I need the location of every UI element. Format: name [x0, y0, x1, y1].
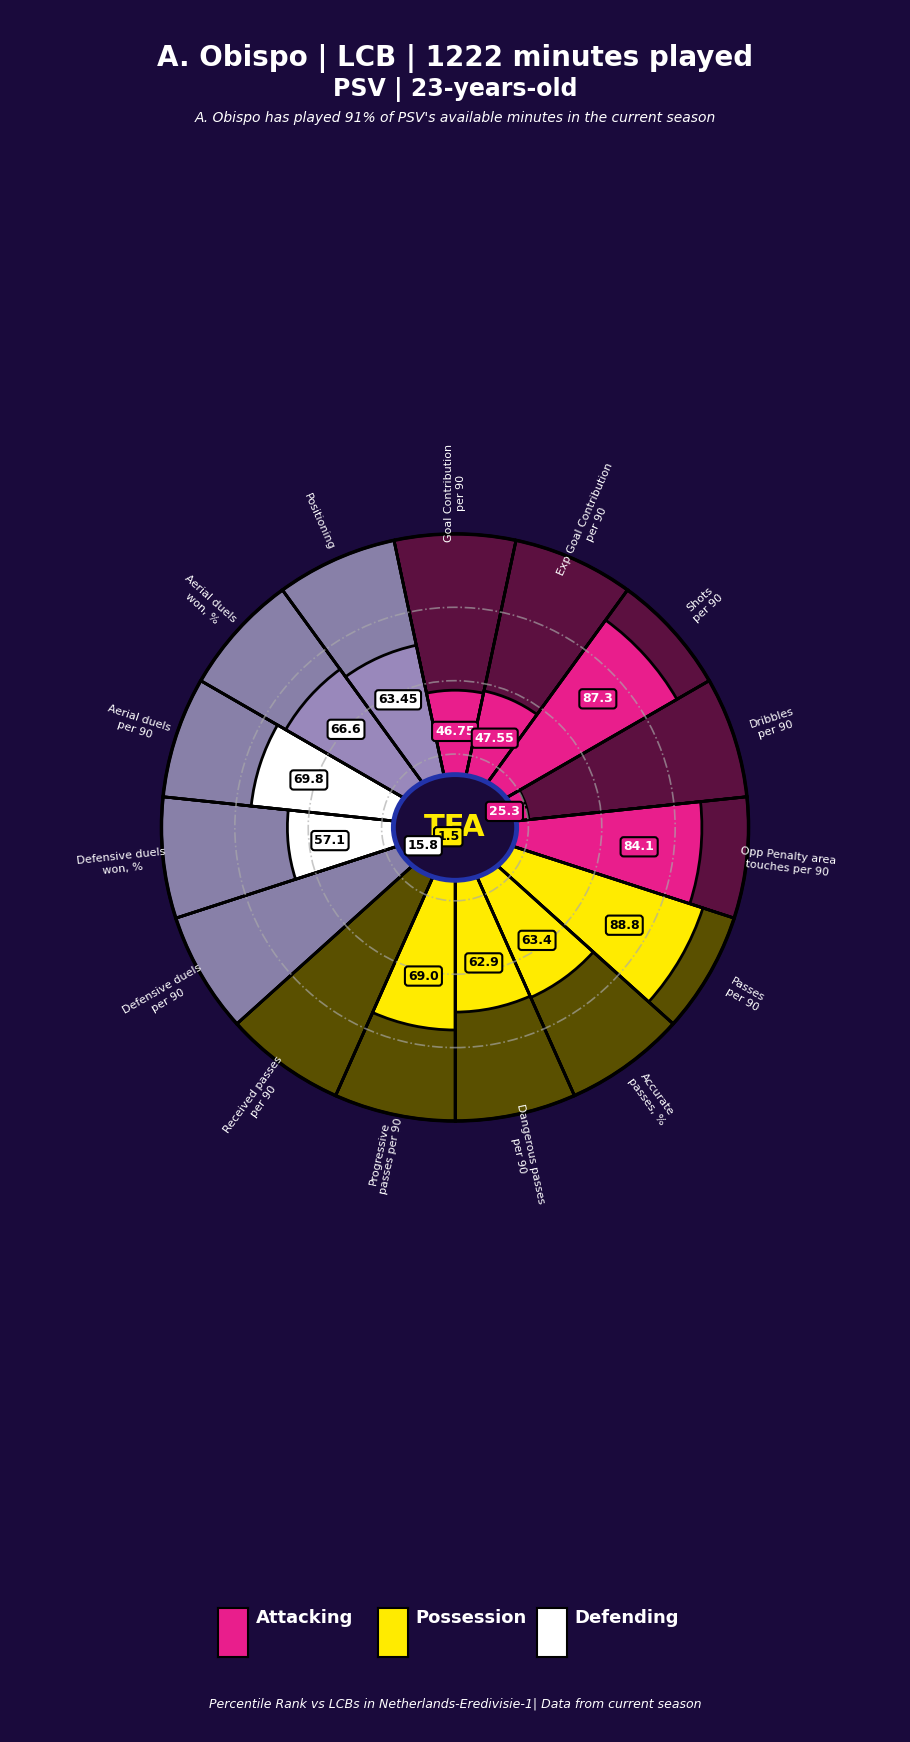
- Text: 66.6: 66.6: [330, 723, 361, 735]
- Text: Defensive duels
per 90: Defensive duels per 90: [121, 963, 209, 1026]
- Text: Received passes
per 90: Received passes per 90: [222, 1054, 295, 1143]
- Text: 63.4: 63.4: [521, 934, 552, 948]
- Text: 63.45: 63.45: [379, 693, 418, 706]
- Text: 46.75: 46.75: [435, 725, 475, 739]
- Wedge shape: [451, 827, 455, 831]
- Text: A. Obispo has played 91% of PSV's available minutes in the current season: A. Obispo has played 91% of PSV's availa…: [195, 111, 715, 125]
- Text: Aerial duels
won, %: Aerial duels won, %: [175, 573, 238, 634]
- Wedge shape: [455, 827, 574, 1122]
- Text: Percentile Rank vs LCBs in Netherlands-Eredivisie-1| Data from current season: Percentile Rank vs LCBs in Netherlands-E…: [208, 1697, 702, 1711]
- Text: TFA: TFA: [424, 814, 486, 841]
- Wedge shape: [455, 827, 673, 1096]
- Text: Aerial duels
per 90: Aerial duels per 90: [102, 704, 171, 746]
- Wedge shape: [455, 827, 703, 1002]
- Text: 69.8: 69.8: [294, 773, 324, 786]
- Wedge shape: [346, 645, 455, 827]
- Wedge shape: [427, 690, 483, 827]
- Wedge shape: [455, 801, 702, 904]
- Text: 15.8: 15.8: [408, 840, 439, 852]
- Wedge shape: [394, 533, 516, 827]
- Wedge shape: [455, 827, 593, 998]
- Wedge shape: [455, 791, 529, 827]
- Wedge shape: [161, 796, 455, 918]
- Wedge shape: [455, 827, 734, 1024]
- Text: A. Obispo | LCB | 1222 minutes played: A. Obispo | LCB | 1222 minutes played: [157, 44, 753, 73]
- Wedge shape: [201, 591, 455, 827]
- Wedge shape: [455, 620, 677, 827]
- Text: Defending: Defending: [574, 1610, 679, 1627]
- Wedge shape: [176, 827, 455, 1024]
- Wedge shape: [163, 681, 455, 827]
- Text: Possession: Possession: [415, 1610, 526, 1627]
- Wedge shape: [251, 725, 455, 827]
- Wedge shape: [372, 827, 455, 1030]
- Text: Opp Penalty area
touches per 90: Opp Penalty area touches per 90: [739, 847, 837, 878]
- Text: 88.8: 88.8: [609, 918, 640, 932]
- Text: Defensive duels
won, %: Defensive duels won, %: [76, 847, 167, 878]
- Text: Dribbles
per 90: Dribbles per 90: [748, 706, 799, 742]
- Wedge shape: [455, 591, 709, 827]
- Wedge shape: [455, 796, 749, 918]
- Ellipse shape: [393, 775, 517, 880]
- Text: 87.3: 87.3: [582, 692, 613, 706]
- Text: 84.1: 84.1: [623, 840, 654, 854]
- Wedge shape: [455, 692, 537, 827]
- Text: Goal Contribution
per 90: Goal Contribution per 90: [444, 444, 466, 542]
- Text: Dangerous passes
per 90: Dangerous passes per 90: [503, 1103, 546, 1207]
- Text: Positioning: Positioning: [302, 491, 336, 552]
- Wedge shape: [336, 827, 455, 1122]
- Text: PSV | 23-years-old: PSV | 23-years-old: [333, 77, 577, 101]
- Wedge shape: [411, 827, 455, 859]
- Text: Passes
per 90: Passes per 90: [723, 976, 766, 1014]
- Text: Progressive
passes per 90: Progressive passes per 90: [367, 1115, 404, 1195]
- Text: 62.9: 62.9: [469, 956, 500, 969]
- Text: 69.0: 69.0: [408, 970, 439, 982]
- Wedge shape: [288, 810, 455, 880]
- Text: Shots
per 90: Shots per 90: [682, 584, 724, 624]
- Wedge shape: [237, 827, 455, 1096]
- Text: Attacking: Attacking: [256, 1610, 353, 1627]
- Wedge shape: [455, 540, 628, 827]
- Wedge shape: [282, 540, 455, 827]
- Text: 25.3: 25.3: [489, 805, 520, 819]
- Text: 1.5: 1.5: [437, 831, 460, 843]
- Text: 57.1: 57.1: [315, 834, 346, 847]
- Text: 47.55: 47.55: [475, 732, 515, 744]
- Wedge shape: [455, 827, 531, 1012]
- Text: Exp Goal Contribution
per 90: Exp Goal Contribution per 90: [556, 462, 626, 582]
- Text: Accurate
passes, %: Accurate passes, %: [626, 1070, 677, 1127]
- Wedge shape: [455, 681, 747, 827]
- Wedge shape: [286, 669, 455, 827]
